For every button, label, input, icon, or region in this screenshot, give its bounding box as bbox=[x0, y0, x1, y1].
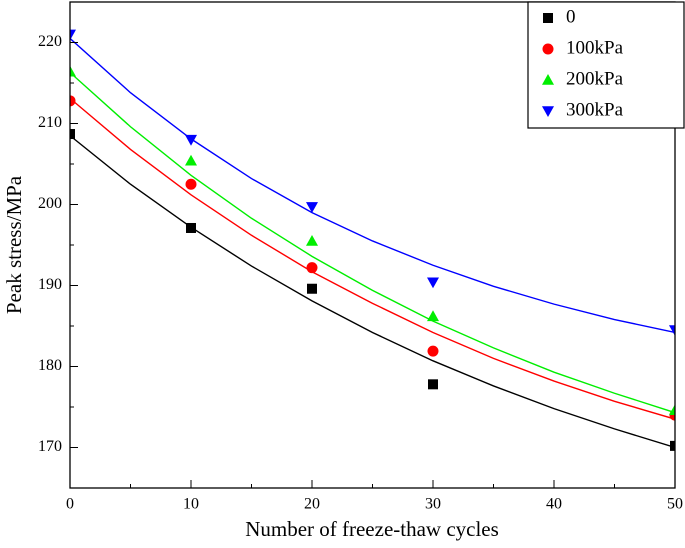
point bbox=[306, 202, 318, 213]
legend-label: 200kPa bbox=[566, 68, 624, 89]
point bbox=[427, 277, 439, 289]
point bbox=[669, 404, 675, 416]
point bbox=[70, 129, 75, 140]
legend-marker bbox=[543, 13, 553, 23]
fit-curve bbox=[70, 135, 675, 449]
point bbox=[70, 29, 76, 41]
point bbox=[306, 262, 318, 274]
point bbox=[669, 325, 675, 337]
plot-frame bbox=[69, 1, 676, 489]
point bbox=[427, 345, 439, 357]
point bbox=[306, 234, 318, 246]
x-tick-label: 30 bbox=[425, 496, 441, 513]
y-tick-label: 220 bbox=[38, 33, 62, 50]
x-tick-label: 40 bbox=[546, 496, 562, 513]
fit-curve bbox=[70, 97, 675, 420]
point bbox=[307, 283, 317, 294]
fit-curve bbox=[70, 37, 675, 334]
legend-label: 0 bbox=[566, 6, 576, 27]
point bbox=[185, 178, 197, 190]
x-axis-label: Number of freeze-thaw cycles bbox=[245, 517, 499, 541]
plot-area bbox=[70, 29, 675, 451]
point bbox=[70, 95, 76, 107]
legend-box bbox=[527, 1, 685, 129]
x-tick-label: 0 bbox=[66, 496, 74, 513]
legend-label: 100kPa bbox=[566, 37, 624, 58]
x-tick-label: 50 bbox=[667, 496, 683, 513]
legend: 0 100kPa 200kPa 300kPa bbox=[527, 1, 685, 129]
point bbox=[185, 154, 197, 166]
point bbox=[427, 310, 439, 322]
legend-marker bbox=[542, 106, 554, 117]
y-axis-label: Peak stress/MPa bbox=[2, 175, 26, 314]
legend-marker bbox=[542, 43, 554, 55]
x-tick-label: 10 bbox=[183, 496, 199, 513]
point bbox=[428, 379, 438, 390]
y-tick-label: 200 bbox=[38, 195, 62, 212]
fit-curve bbox=[70, 71, 675, 414]
legend-label: 300kPa bbox=[566, 99, 624, 120]
point bbox=[185, 134, 197, 146]
legend-marker bbox=[542, 74, 554, 85]
point bbox=[186, 222, 196, 233]
y-tick-label: 170 bbox=[38, 438, 62, 455]
x-tick-label: 20 bbox=[304, 496, 320, 513]
y-tick-label: 210 bbox=[38, 114, 62, 131]
y-tick-label: 190 bbox=[38, 276, 62, 293]
point bbox=[70, 65, 76, 77]
point bbox=[670, 440, 675, 451]
y-tick-label: 180 bbox=[38, 357, 62, 374]
